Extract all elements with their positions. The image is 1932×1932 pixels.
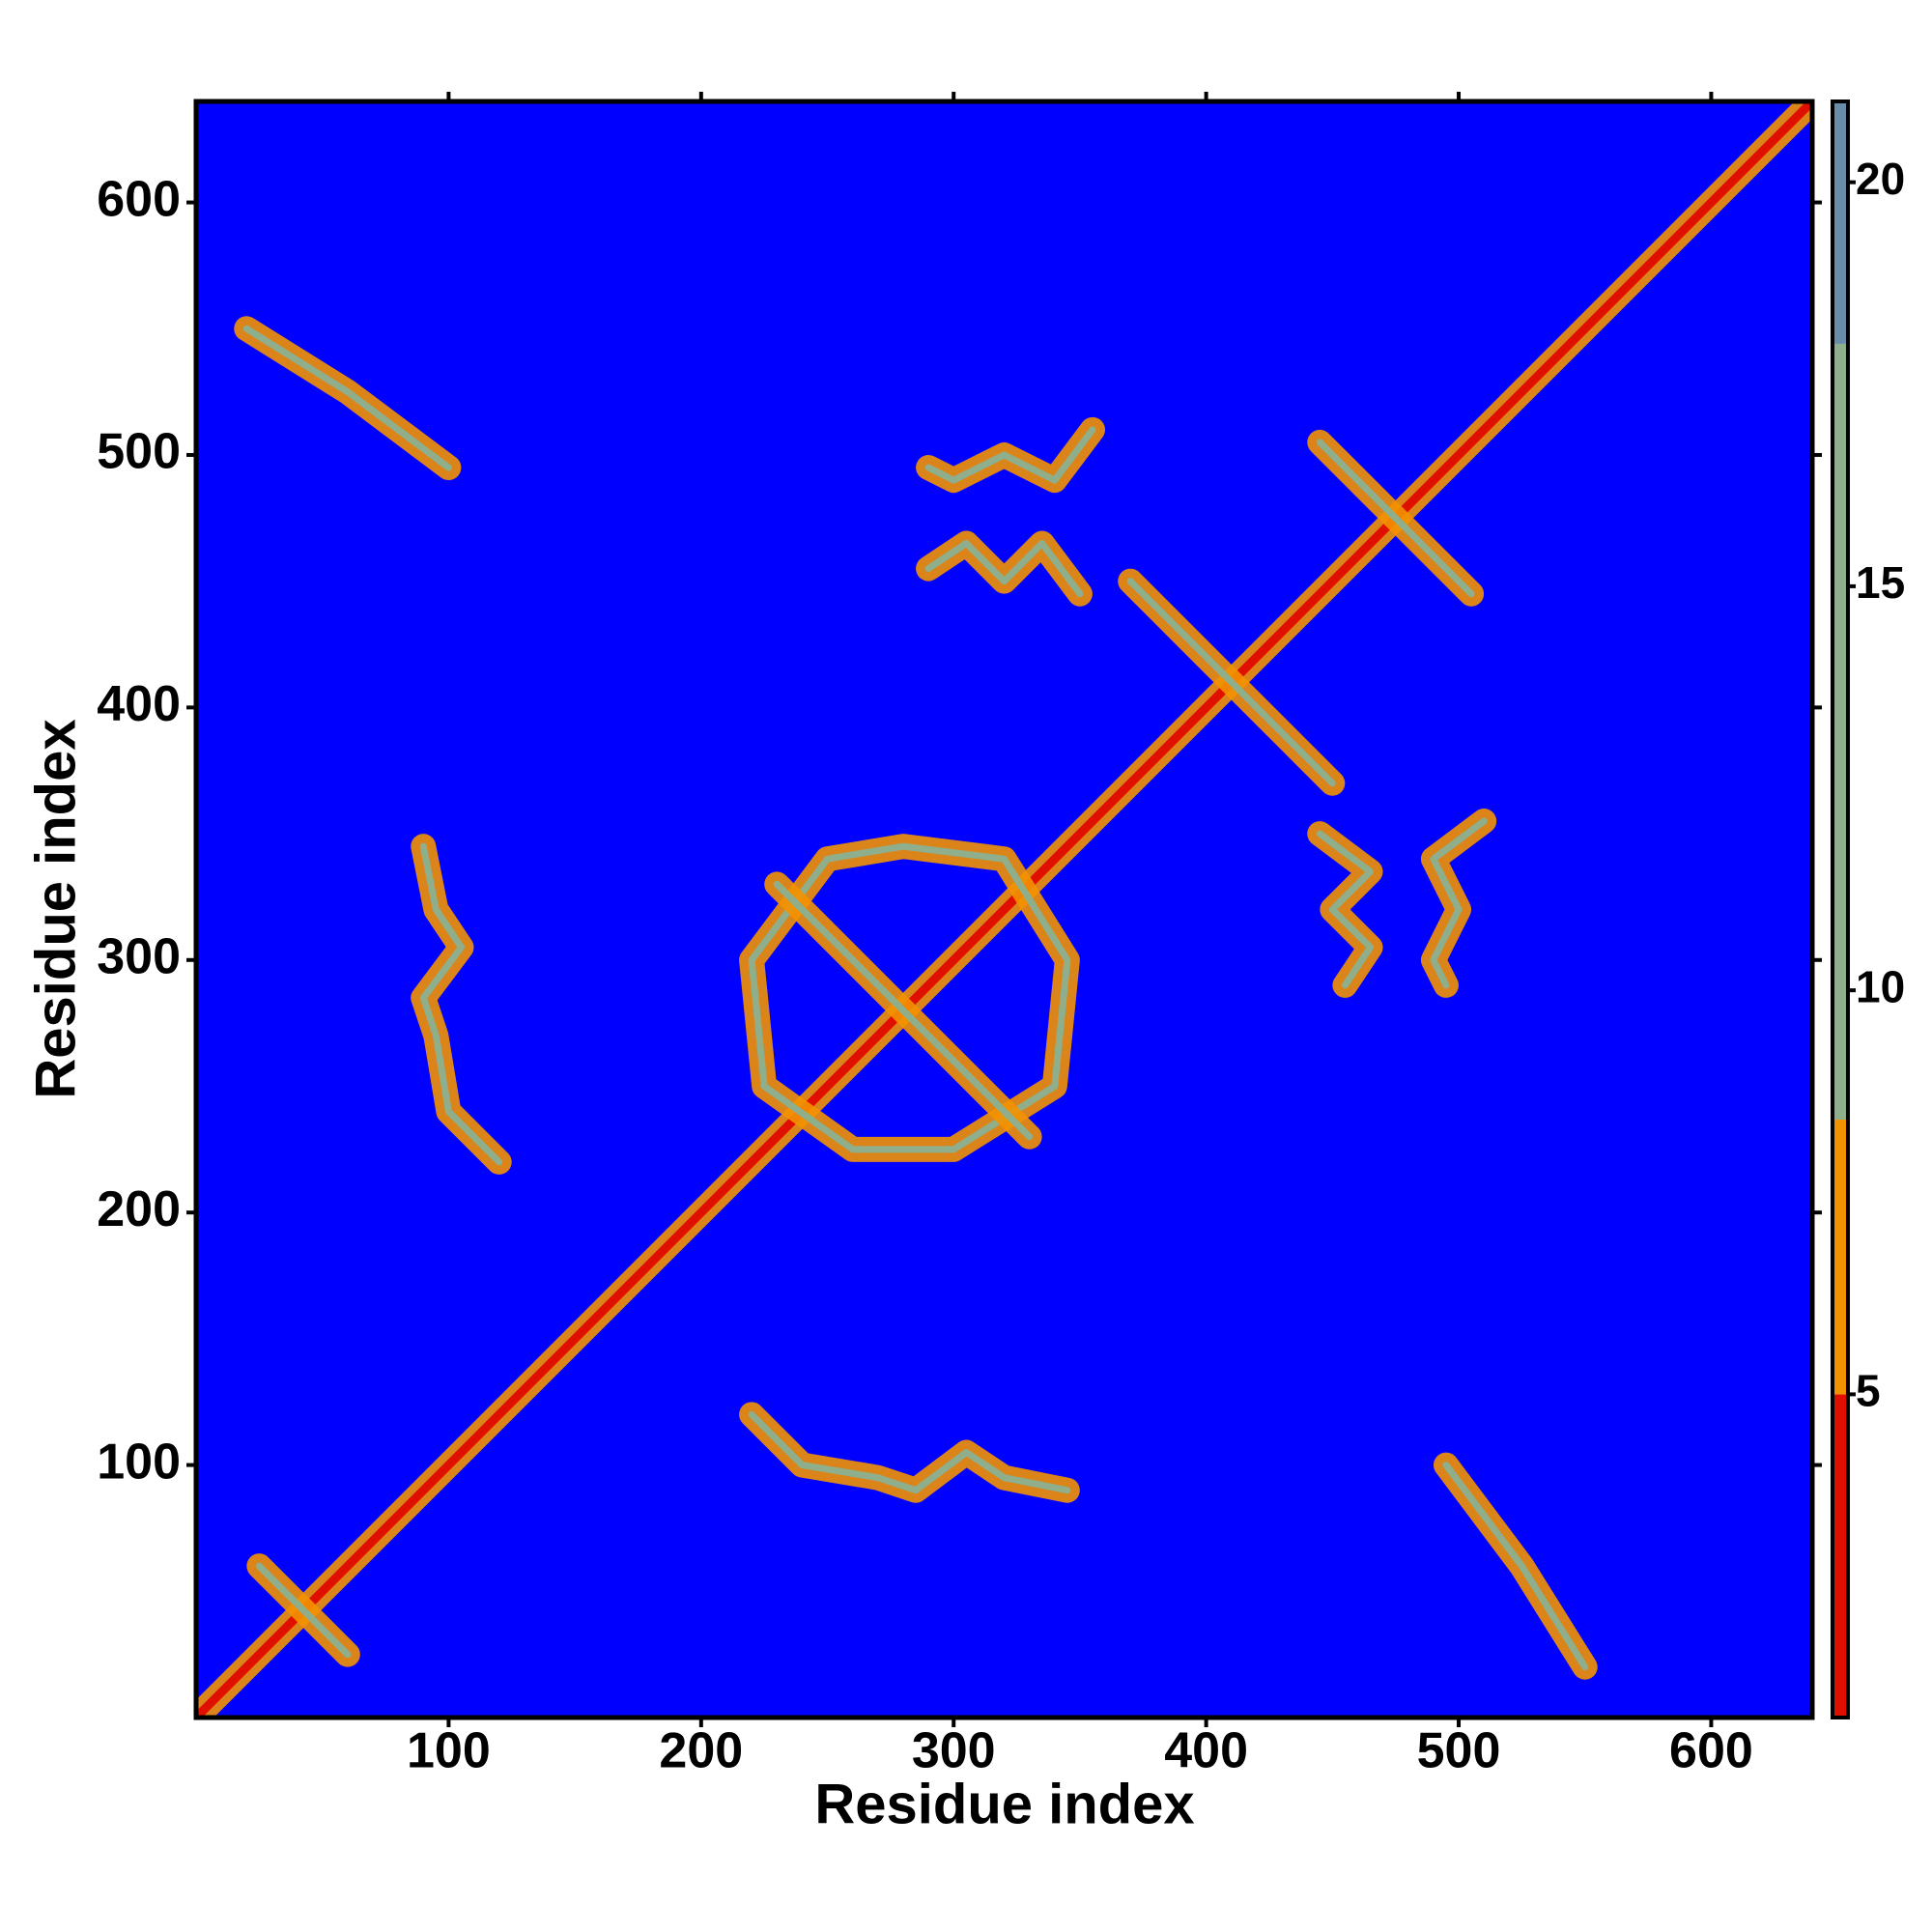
x-tick-label: 400 xyxy=(1164,1723,1248,1779)
x-tick-label: 500 xyxy=(1417,1723,1501,1779)
contact-band xyxy=(1126,578,1336,787)
x-tick-label: 300 xyxy=(912,1723,996,1779)
x-tick-label: 100 xyxy=(407,1723,491,1779)
contact-band xyxy=(242,325,452,471)
y-tick-label: 500 xyxy=(97,424,181,480)
contact-band xyxy=(1316,439,1475,598)
contact-band xyxy=(748,842,1071,1153)
y-tick-label: 600 xyxy=(97,171,181,227)
y-tick-label: 300 xyxy=(97,929,181,985)
y-axis-label: Residue index xyxy=(24,719,87,1098)
colorbar-segment xyxy=(1833,343,1848,1120)
y-tick-label: 200 xyxy=(97,1181,181,1237)
plot-frame xyxy=(193,99,1815,1720)
contact-band xyxy=(196,101,1812,1718)
colorbar-tick-label: 15 xyxy=(1856,557,1905,608)
colorbar-segment xyxy=(1833,1119,1848,1395)
colorbar-tick-label: 20 xyxy=(1856,154,1905,204)
contact-band xyxy=(773,880,1034,1141)
colorbar-frame xyxy=(1831,99,1850,1719)
contact-band xyxy=(924,539,1084,598)
x-tick-label: 200 xyxy=(659,1723,743,1779)
colorbar-tick-label: 10 xyxy=(1856,961,1905,1011)
contact-band xyxy=(255,1562,352,1659)
colorbar-segment xyxy=(1833,1394,1848,1718)
contact-band xyxy=(1430,817,1488,989)
contact-band xyxy=(419,842,503,1166)
x-tick-label: 600 xyxy=(1669,1723,1753,1779)
colorbar-tick-label: 5 xyxy=(1856,1366,1881,1416)
contact-band xyxy=(1442,1462,1589,1671)
y-tick-label: 100 xyxy=(97,1434,181,1490)
bands xyxy=(196,101,1812,1718)
colorbar-segment xyxy=(1833,101,1848,344)
y-tick-label: 400 xyxy=(97,676,181,732)
contact-band xyxy=(924,426,1096,484)
x-axis-label: Residue index xyxy=(814,1773,1194,1835)
contact-band xyxy=(1316,830,1375,989)
contact-band xyxy=(748,1410,1071,1494)
